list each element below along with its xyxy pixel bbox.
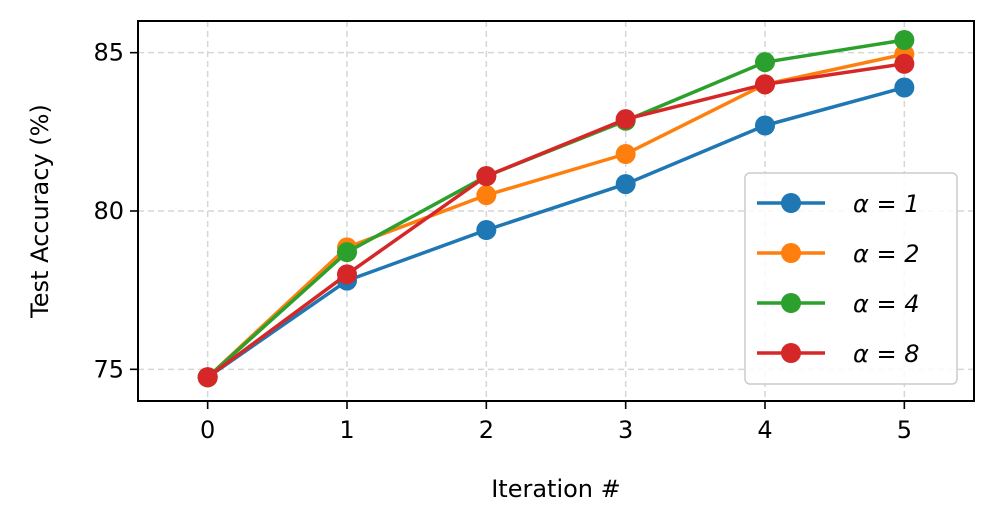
data-point — [615, 144, 636, 164]
data-point — [337, 264, 357, 285]
x-tick-label: 1 — [339, 416, 354, 444]
data-point — [615, 109, 636, 130]
legend-item: α = 2 — [757, 240, 919, 268]
legend-swatch-marker — [781, 343, 801, 363]
data-point — [197, 367, 218, 388]
legend-item: α = 1 — [757, 190, 919, 218]
x-axis-ticks: 0 1 2 3 4 5 — [200, 401, 912, 444]
legend: α = 1 α = 2 α = 4 α = 8 — [744, 172, 958, 385]
legend-box — [744, 172, 958, 385]
y-tick-label: 85 — [93, 39, 124, 67]
data-point — [476, 185, 497, 206]
legend-swatch-marker — [781, 193, 801, 213]
x-tick-label: 0 — [200, 416, 215, 444]
legend-item: α = 8 — [757, 340, 919, 368]
data-point — [337, 242, 357, 263]
series-layer — [197, 30, 915, 388]
series-line — [206, 62, 905, 379]
legend-swatch-marker — [781, 243, 801, 263]
data-point — [755, 115, 775, 136]
data-point — [894, 77, 915, 98]
series-4 — [197, 53, 915, 388]
x-axis-label: Iteration # — [491, 475, 621, 503]
legend-label: α = 4 — [853, 290, 919, 318]
data-point — [476, 220, 497, 240]
legend-label: α = 1 — [853, 190, 919, 218]
legend-label: α = 2 — [853, 240, 919, 268]
data-point — [755, 52, 775, 73]
data-point — [894, 53, 915, 74]
data-point — [476, 166, 497, 187]
data-point — [755, 74, 775, 95]
x-tick-label: 4 — [757, 416, 772, 444]
series-line — [206, 85, 905, 379]
y-tick-label: 75 — [93, 355, 124, 383]
x-tick-label: 3 — [618, 416, 633, 444]
legend-label: α = 8 — [853, 340, 919, 368]
y-axis-label: Test Accuracy (%) — [26, 104, 54, 319]
data-point — [615, 174, 636, 195]
y-tick-label: 80 — [93, 197, 124, 225]
legend-swatch-marker — [781, 293, 801, 313]
x-tick-label: 2 — [479, 416, 494, 444]
legend-item: α = 4 — [757, 290, 919, 318]
x-tick-label: 5 — [897, 416, 912, 444]
y-axis-ticks: 75 80 85 — [93, 39, 138, 383]
data-point — [894, 30, 915, 50]
